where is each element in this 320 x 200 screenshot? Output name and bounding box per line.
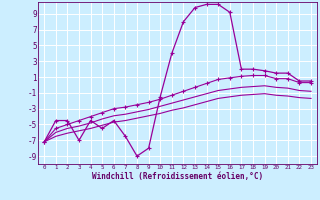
X-axis label: Windchill (Refroidissement éolien,°C): Windchill (Refroidissement éolien,°C) xyxy=(92,172,263,181)
